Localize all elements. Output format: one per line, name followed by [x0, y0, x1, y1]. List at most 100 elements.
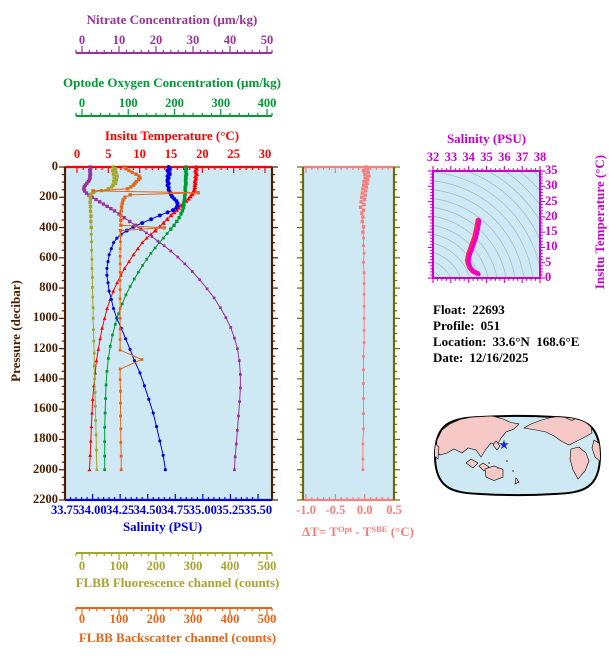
salinity-axis-title: Salinity (PSU) — [122, 519, 203, 534]
tick-label: 30 — [545, 178, 558, 193]
tick-label: 35 — [480, 150, 493, 164]
tick-label: 1000 — [33, 310, 58, 325]
tick-label: -1.0 — [296, 503, 316, 517]
float-info-row-float: Float: 22693 — [433, 302, 579, 318]
tick-label: 20 — [149, 33, 163, 47]
map-continents — [435, 415, 600, 485]
tick-label: 0.0 — [356, 503, 373, 517]
backscatter-axis — [75, 607, 273, 615]
oxygen-axis — [75, 109, 273, 117]
tick-label: 100 — [118, 96, 138, 110]
tick-label: 15 — [545, 224, 558, 239]
tick-label: 200 — [146, 612, 166, 626]
tick-label: 32 — [426, 150, 440, 164]
delta-t-axis-title: ΔT= TOpt - TSBE (°C) — [288, 522, 428, 539]
delta-t-label-sup-sbe: SBE — [371, 524, 388, 534]
profile-series-nitrate — [82, 165, 242, 472]
tick-label: 300 — [183, 559, 203, 573]
tick-label: 34.25 — [106, 503, 135, 517]
tick-label: 500 — [257, 559, 277, 573]
tick-label: 1400 — [33, 370, 58, 385]
profile-series-salinity — [105, 165, 180, 472]
tick-label: 34.75 — [161, 503, 190, 517]
tick-label: 100 — [109, 612, 129, 626]
date-label: Date: — [433, 350, 464, 365]
float-info: Float: 22693 Profile: 051 Location: 33.6°N … — [433, 302, 579, 366]
tick-label: 200 — [39, 189, 58, 204]
tick-label: 5 — [105, 147, 112, 161]
tick-label: 400 — [39, 219, 58, 234]
ts-profile-curve — [464, 217, 482, 276]
tick-label: 35.50 — [243, 503, 273, 517]
tick-label: 400 — [220, 559, 240, 573]
tick-label: 0 — [51, 159, 58, 173]
tick-label: 15 — [164, 147, 178, 161]
tick-label: 1800 — [33, 431, 58, 446]
profile-series-oxygen — [103, 165, 189, 472]
tick-label: -0.5 — [325, 503, 346, 517]
main-profile-plot — [59, 165, 278, 502]
tick-label: 0 — [78, 559, 86, 573]
float-info-row-profile: Profile: 051 — [433, 318, 579, 334]
tick-label: 0 — [78, 33, 86, 47]
float-info-row-date: Date: 12/16/2025 — [433, 350, 579, 366]
backscatter-axis-title: FLBB Backscatter channel (counts) — [78, 630, 277, 645]
tick-label: 400 — [257, 96, 277, 110]
profile-value: 051 — [480, 318, 501, 333]
tick-label: 33 — [444, 150, 458, 164]
tick-label: 0 — [78, 612, 86, 626]
tick-label: 25 — [227, 147, 240, 161]
tick-label: 800 — [39, 280, 58, 295]
tick-label: 0 — [545, 270, 552, 284]
tick-label: 300 — [211, 96, 231, 110]
tick-label: 600 — [39, 249, 58, 264]
temperature-axis-title: Insitu Temperature (°C) — [104, 128, 240, 143]
tick-label: 10 — [545, 239, 558, 254]
tick-label: 500 — [257, 612, 277, 626]
nitrate-axis-title: Nitrate Concentration (µm/kg) — [86, 12, 258, 27]
tick-label: 30 — [258, 147, 272, 161]
tick-label: 20 — [545, 208, 558, 223]
tick-label: 33.75 — [50, 503, 80, 517]
tick-label: 20 — [196, 147, 209, 161]
delta-t-series — [358, 165, 371, 472]
tick-label: 10 — [133, 147, 146, 161]
profile-label: Profile: — [433, 318, 475, 333]
ts-salinity-axis-title: Salinity (PSU) — [446, 131, 527, 146]
tick-label: 38 — [533, 150, 547, 164]
float-location-star-icon: ★ — [498, 437, 510, 452]
delta-t-label-sup-opt: Opt — [337, 524, 353, 534]
delta-t-label-post: (°C) — [387, 524, 414, 539]
float-info-row-location: Location: 33.6°N 168.6°E — [433, 334, 579, 350]
tick-label: 1600 — [33, 401, 58, 416]
tick-label: 35 — [545, 163, 558, 177]
tick-label: 34.50 — [133, 503, 162, 517]
tick-label: 35.00 — [188, 503, 217, 517]
tick-label: 34.00 — [78, 503, 107, 517]
tick-label: 5 — [545, 254, 552, 269]
location-label: Location: — [433, 334, 487, 349]
tick-label: 300 — [183, 612, 203, 626]
tick-label: 1200 — [33, 340, 58, 355]
delta-t-label-pre: ΔT= T — [302, 524, 338, 539]
tick-label: 200 — [165, 96, 184, 110]
oxygen-axis-title: Optode Oxygen Concentration (µm/kg) — [62, 75, 281, 90]
location-value: 33.6°N 168.6°E — [492, 334, 580, 349]
fluorescence-axis — [75, 552, 273, 560]
tick-label: 37 — [515, 150, 529, 164]
delta-t-plot — [297, 165, 400, 502]
tick-label: 200 — [146, 559, 166, 573]
tick-label: 400 — [220, 612, 240, 626]
tick-label: 36 — [498, 150, 511, 164]
tick-label: 50 — [260, 33, 274, 47]
profile-series-backscatter — [91, 165, 200, 472]
tick-label: 34 — [462, 150, 475, 164]
profile-series-fluorescence — [88, 165, 119, 472]
world-map: ★ — [433, 414, 602, 497]
tick-label: 2200 — [33, 492, 58, 506]
tick-label: 35.25 — [216, 503, 245, 517]
float-label: Float: — [433, 302, 467, 317]
tick-label: 10 — [112, 33, 126, 47]
